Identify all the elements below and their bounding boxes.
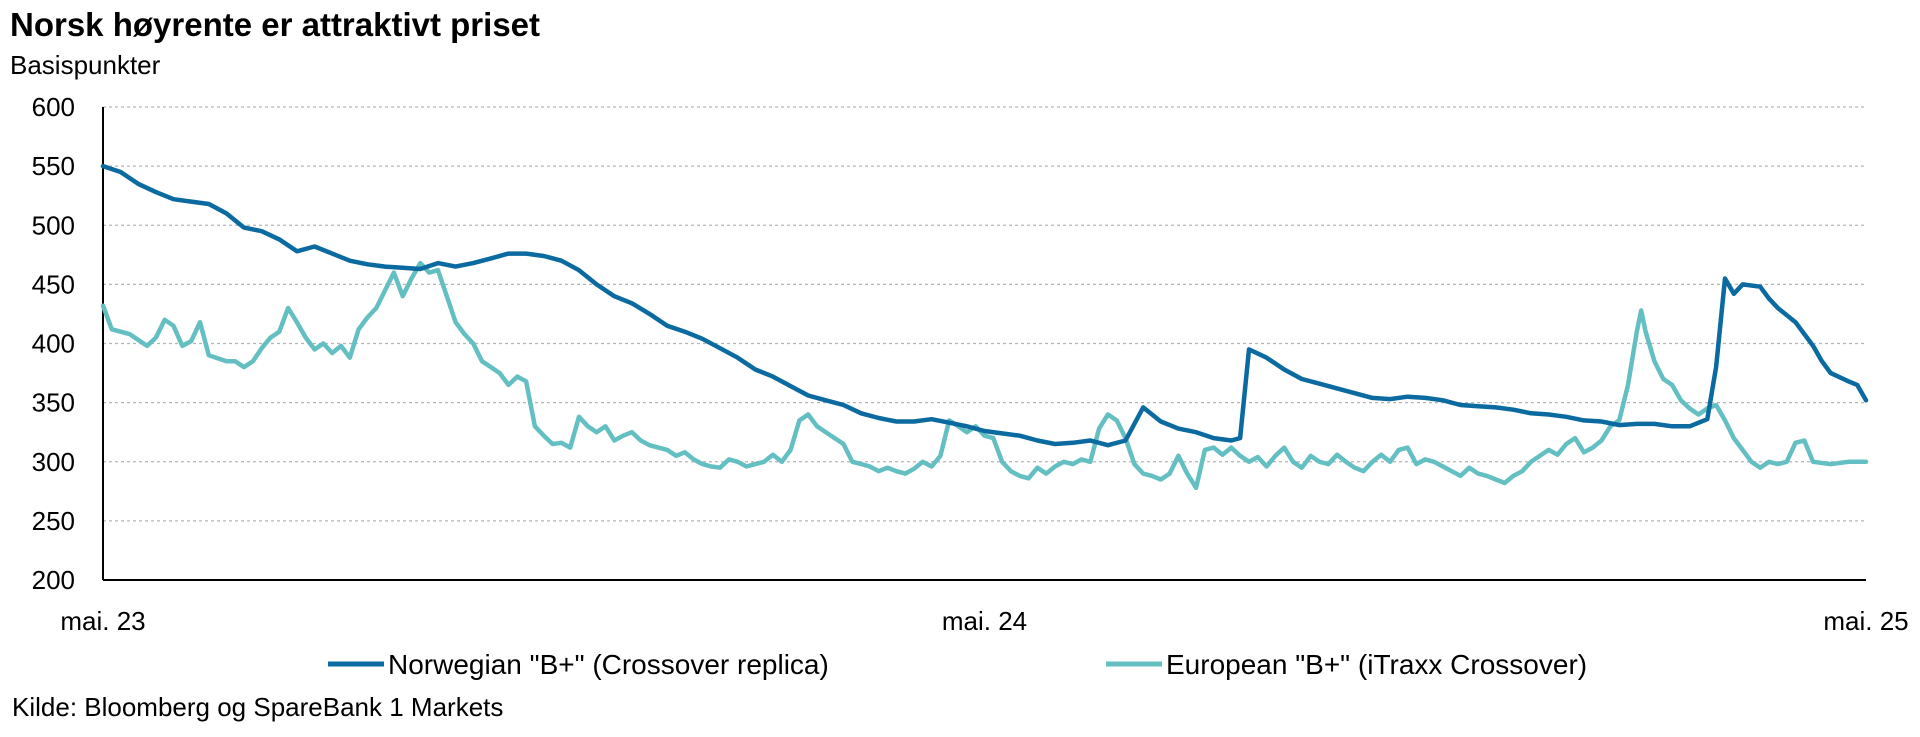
y-tick-label: 300 xyxy=(32,447,75,477)
legend-label-0: Norwegian "B+" (Crossover replica) xyxy=(388,649,829,680)
x-axis-ticks: mai. 23 mai. 24 mai. 25 xyxy=(60,606,1908,636)
grid-lines xyxy=(103,106,1866,522)
y-tick-label: 600 xyxy=(32,92,75,122)
series-line-0 xyxy=(100,163,1869,448)
chart-subtitle: Basispunkter xyxy=(10,50,161,80)
y-tick-label: 550 xyxy=(32,151,75,181)
y-tick-label: 400 xyxy=(32,329,75,359)
x-tick-label: mai. 25 xyxy=(1823,606,1908,636)
x-tick-label: mai. 24 xyxy=(942,606,1027,636)
y-tick-label: 250 xyxy=(32,506,75,536)
axes xyxy=(102,107,1866,581)
y-tick-label: 350 xyxy=(32,388,75,418)
y-axis-ticks: 600 550 500 450 400 350 300 250 200 xyxy=(32,92,75,595)
source-note: Kilde: Bloomberg og SpareBank 1 Markets xyxy=(12,692,504,722)
y-tick-label: 200 xyxy=(32,565,75,595)
y-tick-label: 450 xyxy=(32,269,75,299)
y-tick-label: 500 xyxy=(32,210,75,240)
chart-title: Norsk høyrente er attraktivt priset xyxy=(10,6,541,43)
series-lines xyxy=(100,163,1869,491)
series-line-1 xyxy=(100,260,1869,491)
legend: Norwegian "B+" (Crossover replica) Europe… xyxy=(328,649,1587,680)
legend-label-1: European "B+" (iTraxx Crossover) xyxy=(1166,649,1587,680)
x-tick-label: mai. 23 xyxy=(60,606,145,636)
